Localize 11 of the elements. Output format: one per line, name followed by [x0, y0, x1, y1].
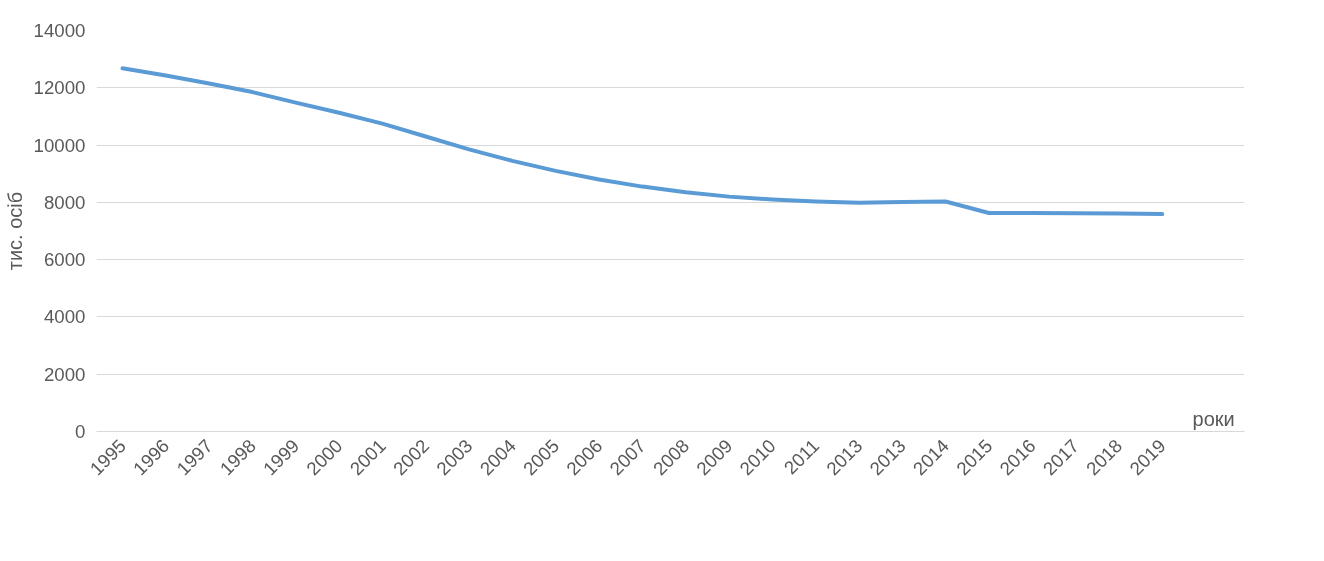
- y-tick-label: 2000: [44, 363, 86, 385]
- y-tick-label: 6000: [44, 249, 86, 271]
- y-tick-label: 14000: [33, 20, 86, 41]
- x-axis-title: роки: [1192, 407, 1235, 430]
- y-tick-label: 10000: [33, 134, 86, 156]
- y-tick-label: 8000: [44, 191, 86, 213]
- y-axis-title: тис. осіб: [3, 191, 26, 271]
- y-tick-label: 12000: [33, 77, 86, 99]
- y-tick-label: 4000: [44, 306, 86, 328]
- line-series: [120, 66, 1165, 217]
- y-tick-label: 0: [75, 421, 86, 442]
